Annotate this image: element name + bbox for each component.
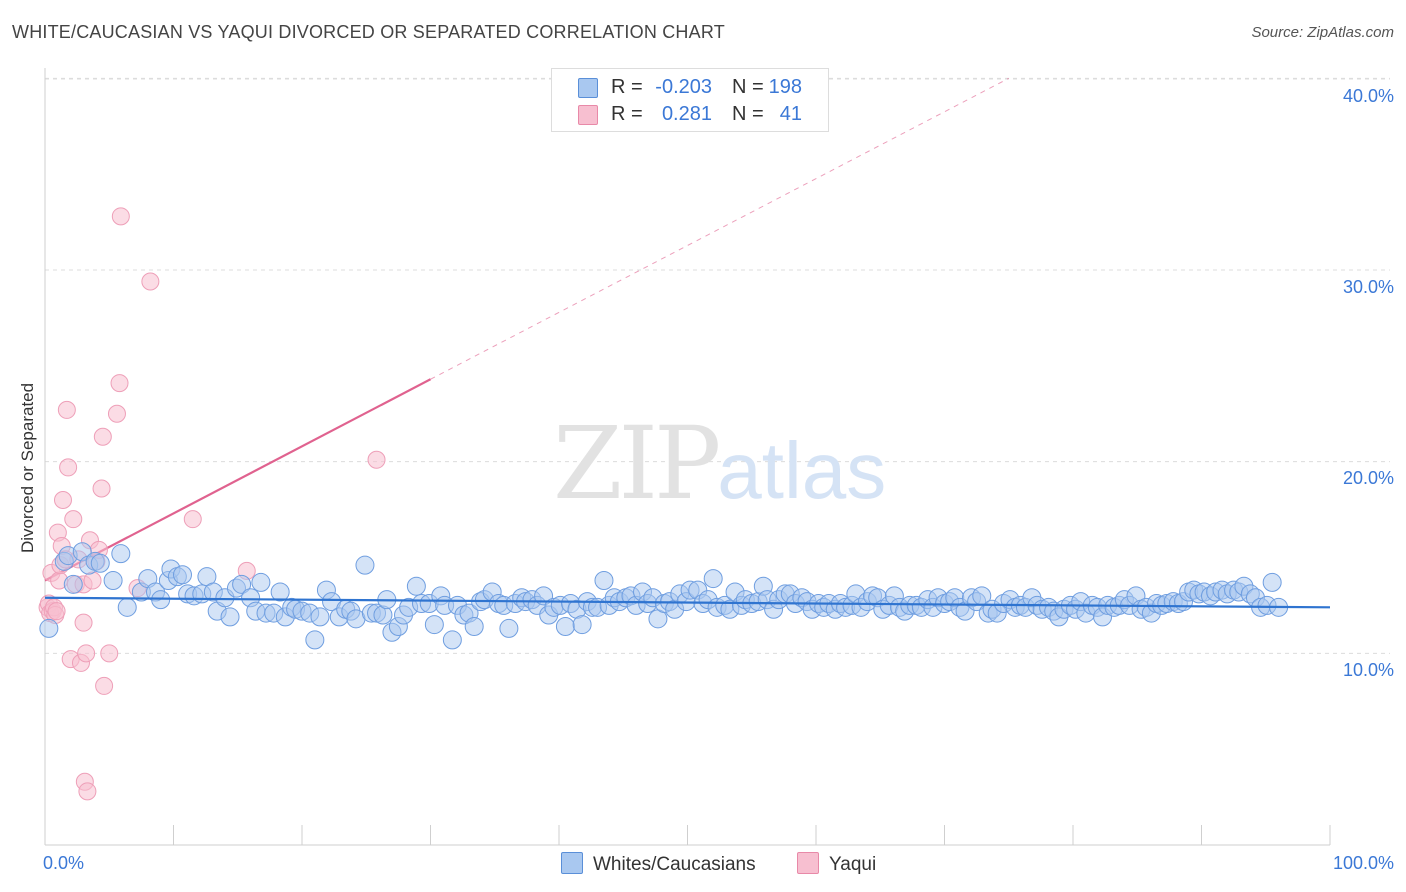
white-trend-line (44, 596, 1331, 609)
legend-swatch-pink (578, 105, 598, 125)
white-point (1262, 572, 1282, 592)
legend-n-label: N = (732, 103, 764, 125)
white-point (464, 617, 484, 636)
y-axis-label: Divorced or Separated (18, 382, 37, 553)
white-point (355, 555, 375, 575)
white-point (117, 597, 137, 617)
stats-legend: R = -0.203 N = 198 R = 0.281 N = 41 (551, 68, 829, 132)
y-tick-label: 40.0% (1342, 86, 1394, 106)
white-point (406, 576, 426, 596)
white-point (90, 553, 110, 573)
yaqui-point (183, 510, 202, 529)
white-point (703, 569, 723, 589)
legend-swatch-pink (797, 852, 819, 874)
yaqui-point (107, 404, 126, 423)
yaqui-point (367, 450, 386, 469)
yaqui-point (83, 571, 102, 590)
white-point (111, 544, 131, 564)
white-points (39, 542, 1289, 650)
white-point (251, 572, 271, 592)
yaqui-point (95, 676, 114, 695)
white-point (310, 607, 330, 627)
white-point (270, 582, 290, 602)
legend-swatch-blue (561, 852, 583, 874)
source-label: Source: ZipAtlas.com (1251, 24, 1394, 41)
legend-n-value: 198 (768, 76, 802, 98)
legend-row-white: R = -0.203 N = 198 (552, 74, 828, 100)
yaqui-point (93, 427, 112, 446)
x-tick-label-max: 100.0% (1332, 853, 1394, 873)
legend-r-label: R = (611, 103, 643, 125)
x-tick-label-min: 0.0% (43, 853, 85, 873)
legend-item-yaqui: Yaqui (797, 852, 876, 876)
yaqui-points (38, 207, 386, 801)
white-point (220, 607, 240, 627)
white-point (172, 565, 192, 585)
white-point (305, 630, 325, 650)
yaqui-trend-solid (44, 378, 432, 582)
yaqui-point (141, 272, 160, 291)
white-point (499, 618, 519, 638)
legend-item-whites: Whites/Caucasians (561, 852, 756, 876)
y-tick-label: 10.0% (1342, 660, 1394, 680)
yaqui-point (78, 782, 97, 801)
watermark-atlas: atlas (717, 426, 887, 515)
yaqui-point (74, 613, 93, 632)
legend-r-value: 0.281 (661, 103, 712, 125)
legend-swatch-blue (578, 78, 598, 98)
yaqui-point (47, 602, 66, 621)
white-trend-solid (44, 596, 1331, 609)
yaqui-point (111, 207, 130, 226)
white-point (424, 615, 444, 635)
white-point (232, 574, 252, 594)
white-point (63, 574, 83, 594)
legend-label-whites: Whites/Caucasians (593, 854, 756, 875)
yaqui-point (53, 491, 72, 509)
yaqui-point (77, 644, 96, 663)
legend-r-label: R = (611, 76, 643, 98)
yaqui-point (64, 510, 83, 529)
axes (44, 68, 1331, 846)
legend-r-value: -0.203 (655, 76, 712, 98)
white-point (103, 571, 123, 590)
yaqui-trend-line (44, 77, 1009, 582)
white-point (442, 630, 462, 650)
watermark-zip: ZIP (553, 405, 721, 522)
legend-label-yaqui: Yaqui (829, 854, 877, 875)
yaqui-point (57, 400, 76, 419)
white-point (572, 615, 592, 635)
yaqui-point (100, 644, 119, 663)
y-tick-label: 30.0% (1342, 277, 1394, 297)
yaqui-point (92, 479, 111, 498)
legend-n-label: N = (732, 76, 764, 98)
y-tick-label: 20.0% (1342, 468, 1394, 488)
white-point (39, 618, 59, 638)
white-point (555, 617, 575, 636)
yaqui-point (59, 458, 78, 477)
legend-n-value: 41 (779, 103, 802, 125)
watermark: ZIPatlas (553, 405, 886, 522)
yaqui-trend-dashed (430, 77, 1009, 380)
chart-title: WHITE/CAUCASIAN VS YAQUI DIVORCED OR SEP… (12, 22, 725, 42)
yaqui-point (110, 374, 129, 393)
legend-row-yaqui: R = 0.281 N = 41 (552, 101, 828, 127)
white-point (594, 571, 614, 590)
